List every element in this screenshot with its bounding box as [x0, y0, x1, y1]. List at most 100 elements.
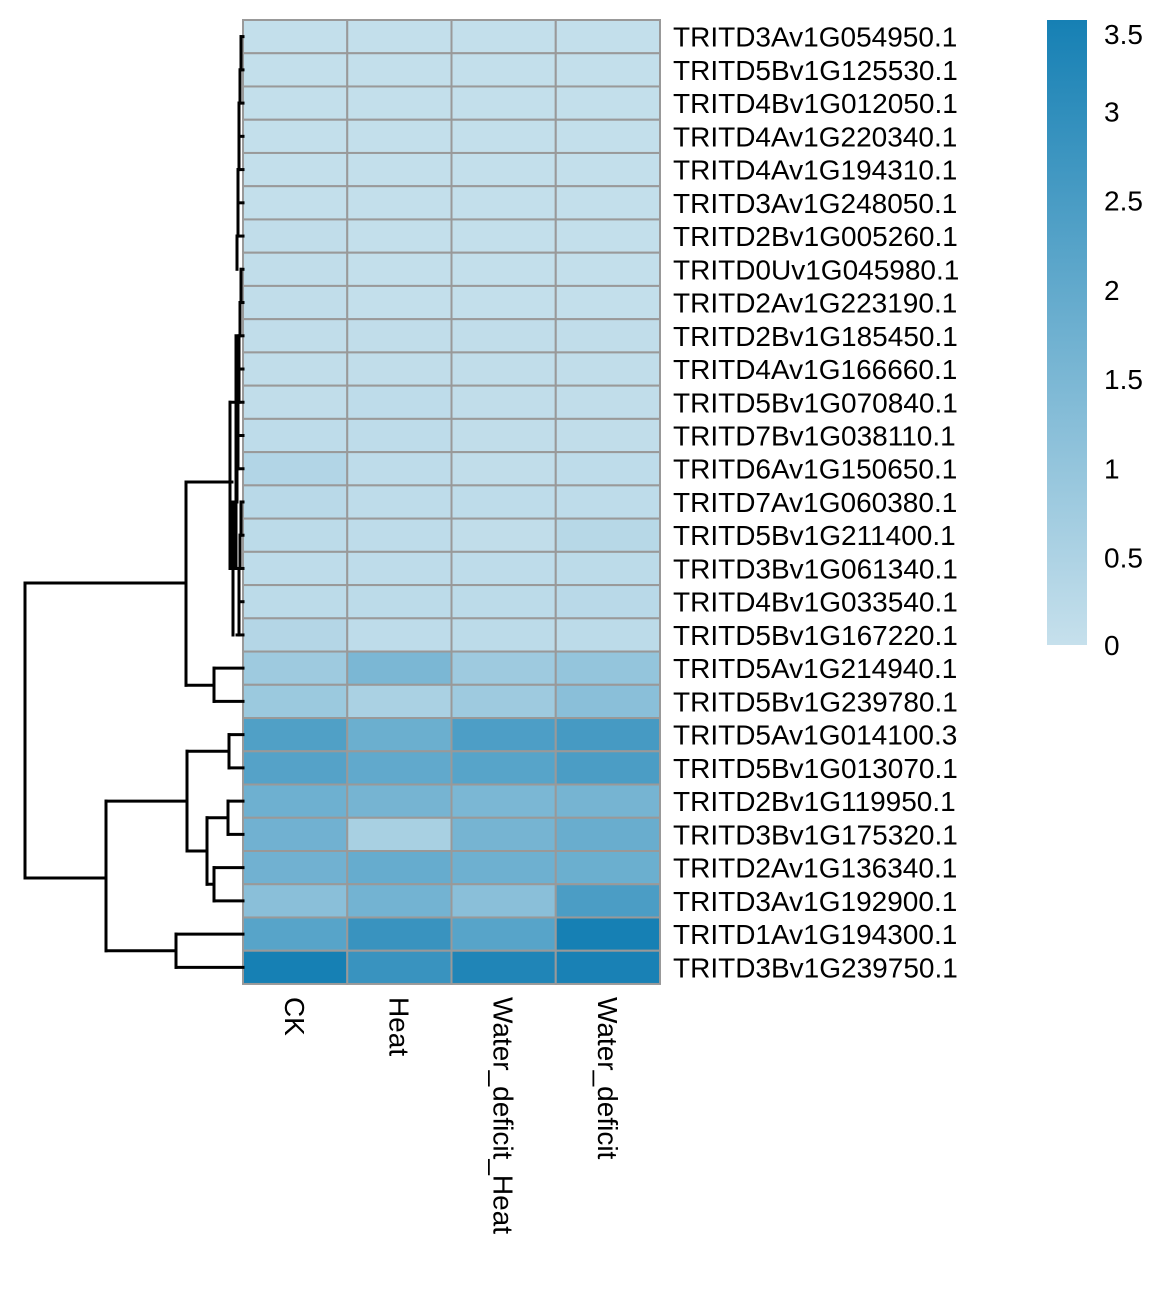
row-labels: TRITD3Av1G054950.1TRITD5Bv1G125530.1TRIT… [673, 22, 959, 984]
heatmap-cell [242, 151, 349, 188]
heatmap-cell [346, 883, 453, 919]
row-label: TRITD4Bv1G033540.1 [673, 587, 958, 618]
heatmap-cell [346, 816, 453, 853]
heatmap-cell [554, 517, 661, 553]
heatmap-cell [450, 85, 557, 121]
heatmap-cell [450, 351, 557, 387]
heatmap-cell [450, 218, 557, 254]
heatmap-cell [242, 19, 349, 55]
legend-tick-label: 3 [1104, 96, 1120, 127]
row-label: TRITD6Av1G150650.1 [673, 454, 957, 485]
legend-tick-label: 0 [1104, 630, 1120, 661]
heatmap-cell [554, 484, 661, 520]
heatmap-cell [346, 916, 453, 952]
heatmap-cell [242, 617, 349, 653]
heatmap-cell [450, 19, 557, 55]
row-label: TRITD3Bv1G175320.1 [673, 819, 958, 850]
heatmap-cell [346, 417, 453, 454]
row-label: TRITD3Av1G192900.1 [673, 886, 957, 917]
heatmap-cell [242, 118, 349, 154]
heatmap-cell [450, 850, 557, 886]
row-label: TRITD2Bv1G119950.1 [673, 786, 956, 817]
heatmap-cell [450, 883, 557, 919]
heatmap-cell [346, 484, 453, 520]
heatmap-cell [242, 284, 349, 321]
heatmap-cell [450, 318, 557, 354]
heatmap-cell [554, 650, 661, 686]
legend-tick-label: 0.5 [1104, 543, 1143, 574]
heatmap-cell [346, 850, 453, 886]
heatmap-cell [554, 816, 661, 853]
row-label: TRITD5Av1G014100.3 [673, 720, 957, 751]
heatmap-cell [242, 717, 349, 753]
heatmap-cell [554, 783, 661, 819]
heatmap-cell [450, 949, 557, 985]
heatmap-cell [346, 52, 453, 88]
heatmap-cell [450, 517, 557, 553]
heatmap-cell [554, 916, 661, 952]
heatmap-cell [346, 517, 453, 553]
column-label: Water_deficit [592, 997, 623, 1160]
heatmap-cell [242, 218, 349, 254]
heatmap-cell [346, 949, 453, 985]
heatmap-cell [242, 783, 349, 819]
heatmap-cell [242, 816, 349, 853]
heatmap-cell [346, 783, 453, 819]
heatmap-cell [554, 218, 661, 254]
heatmap-cell [242, 650, 349, 686]
heatmap-cell [242, 949, 349, 985]
heatmap-cell [554, 85, 661, 121]
heatmap-cell [242, 683, 349, 720]
heatmap-cell [450, 151, 557, 188]
heatmap-cell [554, 384, 661, 420]
column-label: CK [279, 997, 310, 1036]
row-label: TRITD7Bv1G038110.1 [673, 421, 956, 452]
heatmap-cell [346, 118, 453, 154]
heatmap-cell [450, 417, 557, 454]
heatmap-cell [554, 883, 661, 919]
heatmap-cell [554, 118, 661, 154]
heatmap-cell [242, 550, 349, 587]
legend-tick-label: 1.5 [1104, 364, 1143, 395]
row-label: TRITD4Bv1G012050.1 [673, 88, 958, 119]
heatmap-cell [554, 750, 661, 786]
heatmap-cell [554, 251, 661, 287]
row-label: TRITD3Av1G054950.1 [673, 22, 957, 53]
legend-tick-label: 3.5 [1104, 19, 1143, 50]
heatmap-cell [242, 451, 349, 487]
row-label: TRITD2Bv1G005260.1 [673, 221, 958, 252]
legend-tick-label: 1 [1104, 453, 1120, 484]
row-label: TRITD3Bv1G239750.1 [673, 952, 958, 983]
heatmap-cell [346, 151, 453, 188]
legend-colorbar [1047, 20, 1087, 645]
heatmap-cell [554, 949, 661, 985]
heatmap-cell [554, 19, 661, 55]
row-label: TRITD2Av1G136340.1 [673, 853, 957, 884]
row-label: TRITD5Bv1G211400.1 [673, 520, 956, 551]
heatmap-cell [554, 451, 661, 487]
row-label: TRITD5Bv1G239780.1 [673, 686, 958, 717]
heatmap-cell [346, 617, 453, 653]
heatmap-cell [242, 484, 349, 520]
heatmap-cell [346, 85, 453, 121]
row-label: TRITD5Bv1G013070.1 [673, 753, 958, 784]
row-label: TRITD7Av1G060380.1 [673, 487, 957, 518]
heatmap-cell [554, 584, 661, 620]
heatmap-cell [242, 185, 349, 221]
row-label: TRITD5Bv1G125530.1 [673, 55, 958, 86]
heatmap-cell [450, 384, 557, 420]
heatmap-cell [242, 251, 349, 287]
heatmap-cell [554, 284, 661, 321]
heatmap-cell [450, 683, 557, 720]
heatmap-cell [450, 783, 557, 819]
heatmap-cell [346, 683, 453, 720]
heatmap-cell [242, 750, 349, 786]
heatmap-cell [346, 19, 453, 55]
row-label: TRITD3Av1G248050.1 [673, 188, 957, 219]
heatmap-cell [242, 850, 349, 886]
heatmap-cell [346, 351, 453, 387]
heatmap-cell [450, 717, 557, 753]
heatmap-cell [346, 451, 453, 487]
row-label: TRITD2Bv1G185450.1 [673, 321, 958, 352]
